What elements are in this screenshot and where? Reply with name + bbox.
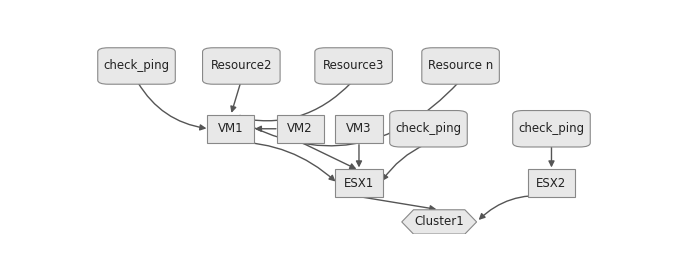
FancyBboxPatch shape: [203, 48, 280, 84]
Text: Resource n: Resource n: [428, 59, 493, 73]
FancyBboxPatch shape: [335, 115, 382, 143]
FancyBboxPatch shape: [98, 48, 175, 84]
FancyBboxPatch shape: [207, 115, 254, 143]
FancyBboxPatch shape: [315, 48, 393, 84]
Text: Resource3: Resource3: [323, 59, 384, 73]
Text: check_ping: check_ping: [518, 122, 584, 135]
Text: ESX2: ESX2: [536, 177, 566, 190]
Text: VM3: VM3: [346, 122, 372, 135]
FancyBboxPatch shape: [390, 110, 467, 147]
FancyBboxPatch shape: [422, 48, 500, 84]
Text: Resource2: Resource2: [210, 59, 272, 73]
Text: Cluster1: Cluster1: [414, 215, 464, 229]
Text: check_ping: check_ping: [395, 122, 462, 135]
FancyBboxPatch shape: [277, 115, 324, 143]
Text: VM1: VM1: [218, 122, 244, 135]
FancyBboxPatch shape: [528, 169, 575, 198]
FancyBboxPatch shape: [335, 169, 382, 198]
Text: ESX1: ESX1: [344, 177, 374, 190]
Text: VM2: VM2: [287, 122, 313, 135]
Polygon shape: [402, 210, 477, 234]
FancyBboxPatch shape: [513, 110, 590, 147]
Text: check_ping: check_ping: [104, 59, 170, 73]
